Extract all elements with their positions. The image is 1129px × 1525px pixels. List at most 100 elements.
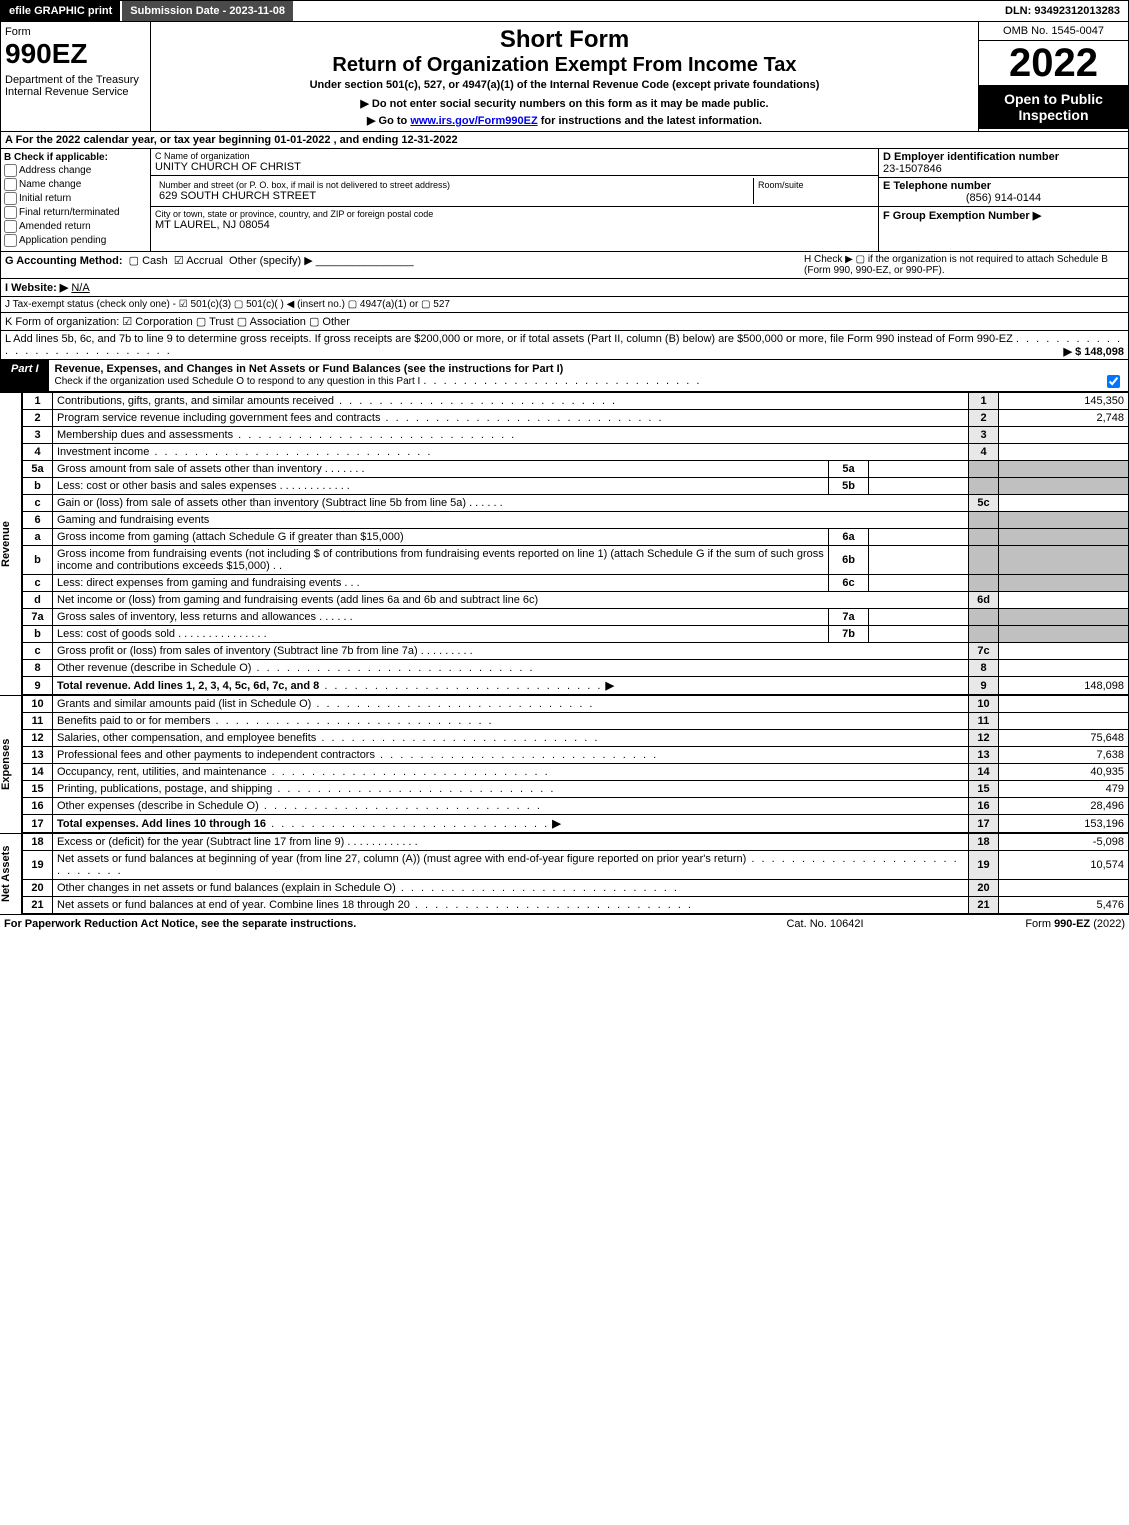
col-c-org: C Name of organization UNITY CHURCH OF C… [151,149,878,251]
row-l: L Add lines 5b, 6c, and 7b to line 9 to … [0,331,1129,360]
group-exemption-label: F Group Exemption Number ▶ [883,209,1124,222]
line-9: 9Total revenue. Add lines 1, 2, 3, 4, 5c… [23,677,1129,695]
addr-label: Number and street (or P. O. box, if mail… [159,180,749,190]
omb-number: OMB No. 1545-0047 [979,22,1128,41]
submission-date: Submission Date - 2023-11-08 [122,1,293,21]
cb-final-return[interactable]: Final return/terminated [4,206,147,219]
ein-label: D Employer identification number [883,151,1124,163]
room-label: Room/suite [758,180,870,190]
public-inspection-badge: Open to Public Inspection [979,85,1128,129]
line-11: 11Benefits paid to or for members11 [23,713,1129,730]
goto-post: for instructions and the latest informat… [538,115,762,127]
line-3: 3Membership dues and assessments3 [23,427,1129,444]
info-block: B Check if applicable: Address change Na… [0,149,1129,252]
row-i: I Website: ▶ N/A [0,279,1129,297]
part1-desc: Revenue, Expenses, and Changes in Net As… [49,360,1128,391]
dln: DLN: 93492312013283 [997,1,1128,21]
line-5b: bLess: cost or other basis and sales exp… [23,478,1129,495]
cb-initial-return[interactable]: Initial return [4,192,147,205]
row-g: G Accounting Method: ▢ Cash ☑ Accrual Ot… [5,254,796,276]
form-header: Form 990EZ Department of the Treasury In… [0,22,1129,132]
cash-option[interactable]: Cash [142,255,168,267]
org-address-row: Number and street (or P. O. box, if mail… [151,176,878,207]
cb-amended-return[interactable]: Amended return [4,220,147,233]
efile-print-button[interactable]: efile GRAPHIC print [1,1,122,21]
part1-schedule-o-checkbox[interactable] [1107,375,1120,388]
header-left: Form 990EZ Department of the Treasury In… [1,22,151,131]
line-19: 19Net assets or fund balances at beginni… [23,851,1129,880]
tax-year: 2022 [979,41,1128,85]
cat-no: Cat. No. 10642I [725,918,925,930]
group-exemption-cell: F Group Exemption Number ▶ [879,207,1128,224]
goto-pre: ▶ Go to [367,115,410,127]
city-label: City or town, state or province, country… [155,209,874,219]
form-ref: Form 990-EZ (2022) [925,918,1125,930]
row-k: K Form of organization: ☑ Corporation ▢ … [0,313,1129,331]
title-short-form: Short Form [155,26,974,54]
accrual-option[interactable]: Accrual [186,255,223,267]
line-15: 15Printing, publications, postage, and s… [23,781,1129,798]
line-14: 14Occupancy, rent, utilities, and mainte… [23,764,1129,781]
revenue-table: 1Contributions, gifts, grants, and simil… [22,392,1129,695]
expenses-table: 10Grants and similar amounts paid (list … [22,695,1129,833]
page-footer: For Paperwork Reduction Act Notice, see … [0,914,1129,933]
netassets-section: Net Assets 18Excess or (deficit) for the… [0,833,1129,914]
line-5a: 5aGross amount from sale of assets other… [23,461,1129,478]
irs-link[interactable]: www.irs.gov/Form990EZ [410,115,537,127]
line-20: 20Other changes in net assets or fund ba… [23,880,1129,897]
col-b-checkboxes: B Check if applicable: Address change Na… [1,149,151,251]
form-number: 990EZ [5,38,146,70]
row-j: J Tax-exempt status (check only one) - ☑… [0,297,1129,313]
part1-header: Part I Revenue, Expenses, and Changes in… [0,360,1129,392]
line-6c: cLess: direct expenses from gaming and f… [23,575,1129,592]
line-10: 10Grants and similar amounts paid (list … [23,696,1129,713]
tel-cell: E Telephone number (856) 914-0144 [879,178,1128,207]
line-4: 4Investment income4 [23,444,1129,461]
efile-topbar: efile GRAPHIC print Submission Date - 20… [0,0,1129,22]
col-b-header: B Check if applicable: [4,152,147,163]
line-6d: dNet income or (loss) from gaming and fu… [23,592,1129,609]
line-2: 2Program service revenue including gover… [23,410,1129,427]
line-6: 6Gaming and fundraising events [23,512,1129,529]
header-mid: Short Form Return of Organization Exempt… [151,22,978,131]
line-7b: bLess: cost of goods sold . . . . . . . … [23,626,1129,643]
expenses-sidebar: Expenses [0,695,22,833]
cb-application-pending[interactable]: Application pending [4,234,147,247]
org-name-label: C Name of organization [155,151,874,161]
row-l-text: L Add lines 5b, 6c, and 7b to line 9 to … [5,333,1013,345]
expenses-section: Expenses 10Grants and similar amounts pa… [0,695,1129,833]
title-return: Return of Organization Exempt From Incom… [155,54,974,77]
line-21: 21Net assets or fund balances at end of … [23,897,1129,914]
row-l-amount: ▶ $ 148,098 [1064,345,1124,358]
part1-check-text: Check if the organization used Schedule … [55,376,421,387]
revenue-section: Revenue 1Contributions, gifts, grants, a… [0,392,1129,695]
netassets-sidebar: Net Assets [0,833,22,914]
netassets-table: 18Excess or (deficit) for the year (Subt… [22,833,1129,914]
addr-value: 629 SOUTH CHURCH STREET [159,190,749,202]
line-17: 17Total expenses. Add lines 10 through 1… [23,815,1129,833]
line-1: 1Contributions, gifts, grants, and simil… [23,393,1129,410]
row-h: H Check ▶ ▢ if the organization is not r… [804,254,1124,276]
website-label: I Website: ▶ [5,282,68,294]
department: Department of the Treasury Internal Reve… [5,74,146,98]
line-18: 18Excess or (deficit) for the year (Subt… [23,834,1129,851]
subtitle-ssn-warning: ▶ Do not enter social security numbers o… [155,97,974,110]
line-13: 13Professional fees and other payments t… [23,747,1129,764]
ein-value: 23-1507846 [883,163,1124,175]
tel-label: E Telephone number [883,180,1124,192]
line-7c: cGross profit or (loss) from sales of in… [23,643,1129,660]
other-option[interactable]: Other (specify) ▶ [229,255,313,267]
ein-cell: D Employer identification number 23-1507… [879,149,1128,178]
line-12: 12Salaries, other compensation, and empl… [23,730,1129,747]
cb-name-change[interactable]: Name change [4,178,147,191]
row-a-taxyear: A For the 2022 calendar year, or tax yea… [0,132,1129,149]
part1-tag: Part I [1,360,49,391]
tel-value: (856) 914-0144 [883,192,1124,204]
line-6b: bGross income from fundraising events (n… [23,546,1129,575]
org-city-cell: City or town, state or province, country… [151,207,878,233]
accounting-method-label: G Accounting Method: [5,255,123,267]
org-name: UNITY CHURCH OF CHRIST [155,161,874,173]
cb-address-change[interactable]: Address change [4,164,147,177]
subtitle-section: Under section 501(c), 527, or 4947(a)(1)… [155,79,974,91]
website-value: N/A [71,282,89,294]
